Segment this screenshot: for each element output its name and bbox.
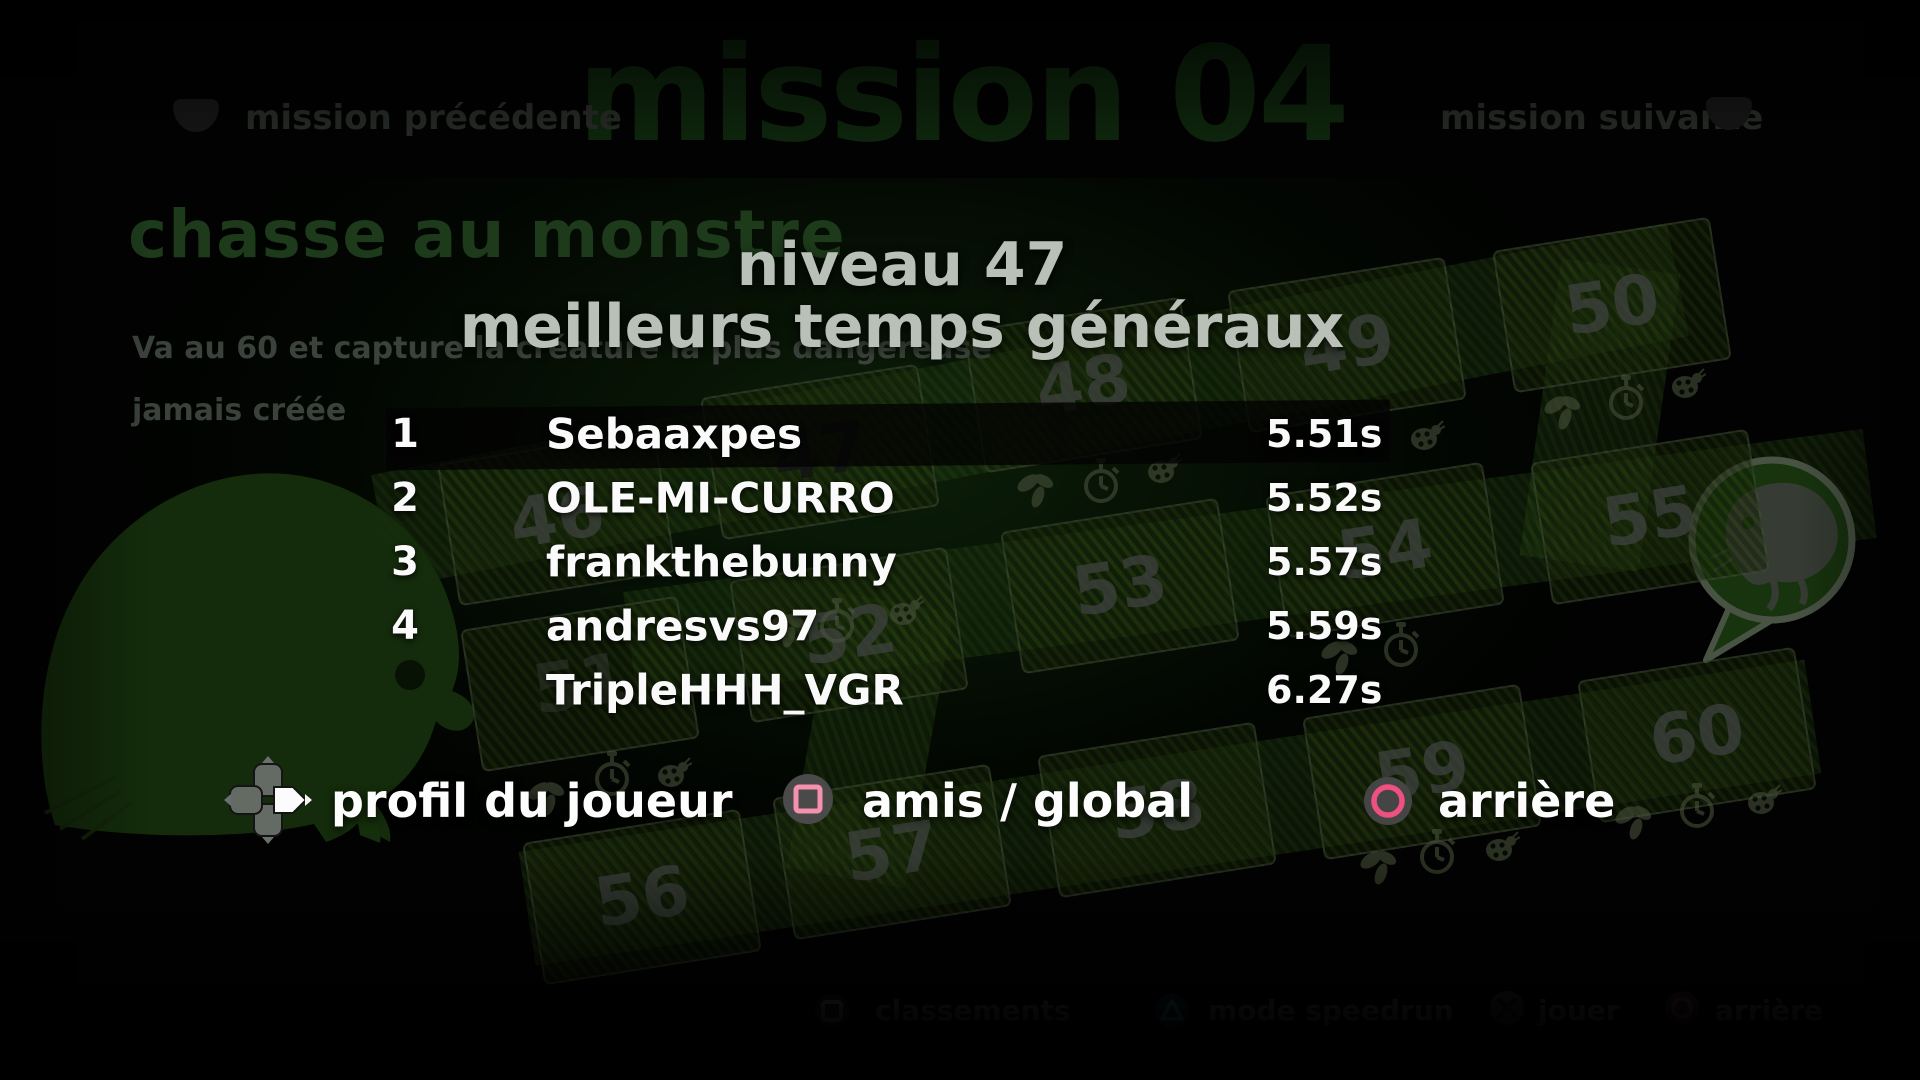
leaderboard-row[interactable]: 3 frankthebunny 5.57s	[0, 536, 1920, 588]
player-time: 5.59s	[1266, 604, 1383, 648]
footer-square-button-icon[interactable]	[814, 993, 850, 1029]
footer-back-label[interactable]: arrière	[1715, 994, 1823, 1027]
player-name: TripleHHH_VGR	[546, 665, 904, 715]
player-name: OLE-MI-CURRO	[546, 473, 895, 523]
player-name: andresvs97	[546, 601, 820, 651]
friends-global-control-label[interactable]: amis / global	[862, 774, 1193, 828]
mission-number-title: mission 04	[577, 18, 1349, 172]
footer-play-label[interactable]: jouer	[1538, 994, 1620, 1027]
row-rank: 4	[391, 603, 419, 649]
player-name: frankthebunny	[546, 537, 897, 587]
circle-button-icon[interactable]	[1362, 775, 1414, 827]
previous-mission-button[interactable]: mission précédente	[245, 98, 622, 138]
leaderboard-row[interactable]: TripleHHH_VGR 6.27s	[0, 664, 1920, 716]
leaderboard-subtitle: meilleurs temps généraux	[459, 292, 1345, 362]
player-time: 5.52s	[1266, 476, 1383, 520]
row-rank: 3	[391, 539, 419, 585]
dpad-icon[interactable]	[224, 756, 312, 844]
leaderboard-level-title: niveau 47	[736, 230, 1068, 300]
footer-speedrun-mode-label[interactable]: mode speedrun	[1208, 994, 1454, 1027]
back-control-label[interactable]: arrière	[1438, 774, 1616, 828]
player-profile-control-label[interactable]: profil du joueur	[331, 774, 733, 828]
footer-leaderboards-label[interactable]: classements	[875, 994, 1071, 1027]
row-rank: 2	[391, 475, 419, 521]
player-time: 5.57s	[1266, 540, 1383, 584]
footer-cross-button-icon[interactable]	[1489, 990, 1525, 1026]
leaderboard-row[interactable]: 4 andresvs97 5.59s	[0, 600, 1920, 652]
player-time: 5.51s	[1266, 412, 1383, 456]
footer-back-button-icon[interactable]	[1664, 990, 1700, 1026]
leaderboard-row[interactable]: 2 OLE-MI-CURRO 5.52s	[0, 472, 1920, 524]
row-rank: 1	[391, 411, 419, 457]
square-button-icon[interactable]	[781, 772, 835, 826]
player-name: Sebaaxpes	[546, 409, 803, 459]
player-time: 6.27s	[1266, 668, 1383, 712]
leaderboard-row-selected[interactable]: 1 Sebaaxpes 5.51s	[0, 408, 1920, 460]
footer-triangle-button-icon[interactable]	[1154, 993, 1190, 1029]
